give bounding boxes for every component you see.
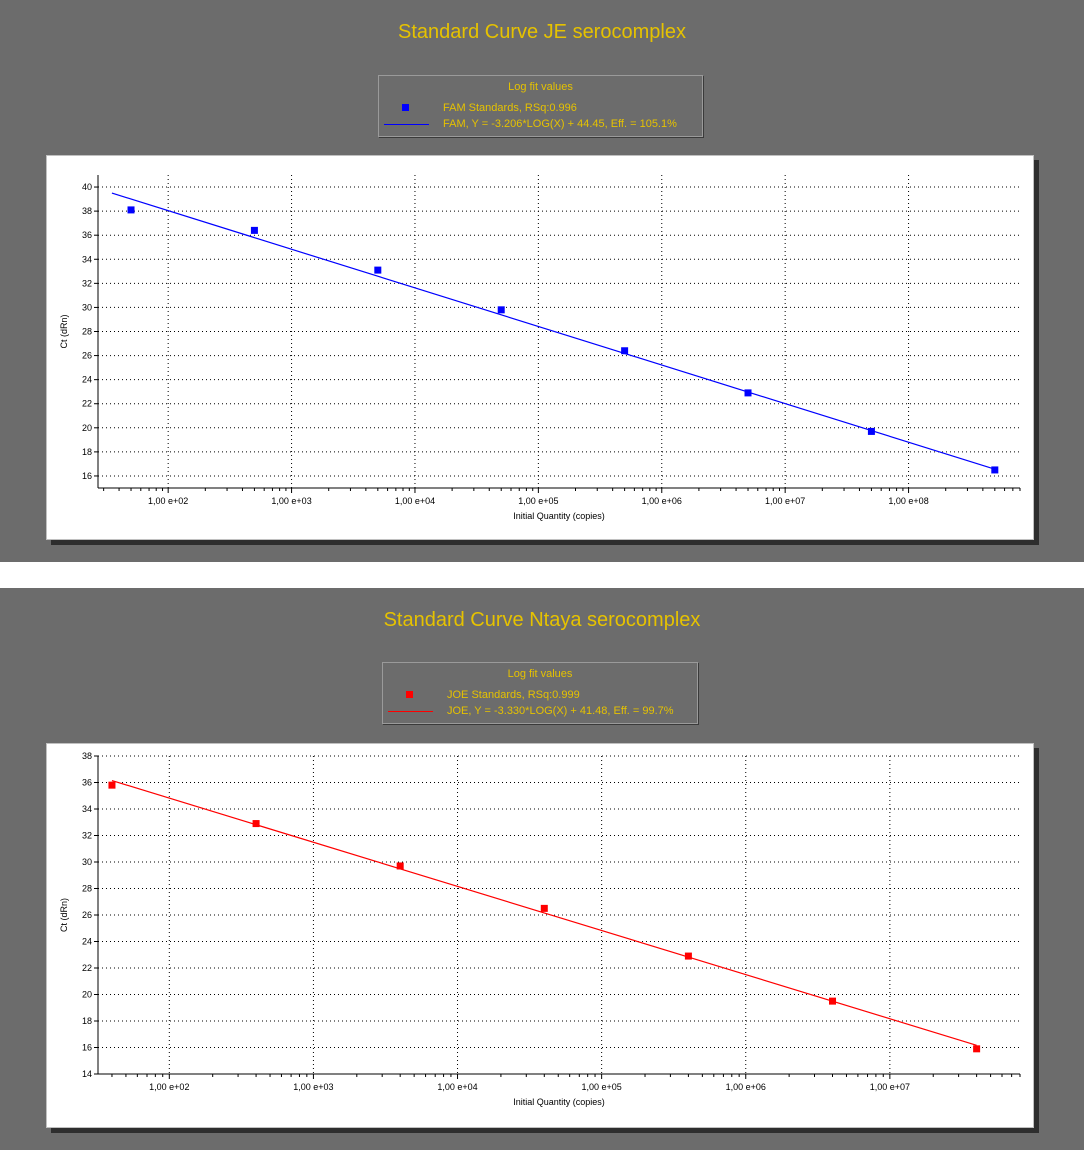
legend-item-fit: FAM, Y = -3.206*LOG(X) + 44.45, Eff. = 1… (379, 118, 702, 132)
plot-area: 16 18 20 22 24 26 28 30 32 34 36 38 40 1,00 e+02 1,00 … (46, 155, 1034, 540)
x-tick-label: 1,00 e+07 (765, 496, 805, 506)
square-marker-icon (402, 104, 409, 111)
y-tick-label: 14 (82, 1069, 92, 1079)
y-tick-label: 26 (82, 910, 92, 920)
y-tick-label: 34 (82, 254, 92, 264)
data-point (744, 389, 752, 397)
data-point (127, 206, 135, 214)
legend: Log fit values FAM Standards, RSq:0.996 … (378, 75, 703, 137)
x-tick-label: 1,00 e+06 (642, 496, 682, 506)
y-tick-label: 36 (82, 230, 92, 240)
y-tick-label: 20 (82, 990, 92, 1000)
y-tick-label: 24 (82, 375, 92, 385)
x-tick-label: 1,00 e+03 (293, 1082, 333, 1092)
square-marker-icon (406, 691, 413, 698)
y-tick-label: 20 (82, 423, 92, 433)
y-tick-label: 38 (82, 206, 92, 216)
y-tick-label: 16 (82, 471, 92, 481)
x-tick-label: 1,00 e+04 (395, 496, 435, 506)
chart-title: Standard Curve Ntaya serocomplex (383, 609, 701, 631)
plot-area: 14 16 18 20 22 24 26 28 30 32 34 36 38 1,00 e+02 1,00 … (46, 743, 1034, 1128)
legend-title: Log fit values (507, 668, 573, 680)
x-tick-label: 1,00 e+07 (870, 1082, 910, 1092)
fit-line-icon (384, 124, 429, 125)
chart-svg: 14 16 18 20 22 24 26 28 30 32 34 36 38 1,00 e+02 1,00 … (59, 751, 1021, 1107)
chart-svg: 16 18 20 22 24 26 28 30 32 34 36 38 40 1,00 e+02 1,00 … (59, 175, 1021, 521)
x-tick-label: 1,00 e+06 (726, 1082, 766, 1092)
y-tick-label: 18 (82, 1016, 92, 1026)
x-tick-label: 1,00 e+08 (888, 496, 928, 506)
y-tick-label: 28 (82, 327, 92, 337)
y-axis-label: Ct (dRn) (59, 898, 69, 932)
x-tick-label: 1,00 e+02 (149, 1082, 189, 1092)
y-tick-label: 32 (82, 278, 92, 288)
x-tick-label: 1,00 e+04 (437, 1082, 477, 1092)
legend-item-fit: JOE, Y = -3.330*LOG(X) + 41.48, Eff. = 9… (383, 705, 697, 719)
y-tick-label: 16 (82, 1043, 92, 1053)
y-tick-label: 40 (82, 182, 92, 192)
data-point (540, 904, 548, 912)
legend: Log fit values JOE Standards, RSq:0.999 … (382, 662, 698, 724)
legend-item-standards: JOE Standards, RSq:0.999 (383, 689, 697, 703)
legend-item-standards: FAM Standards, RSq:0.996 (379, 102, 702, 116)
fit-line (111, 780, 977, 1046)
y-tick-label: 32 (82, 831, 92, 841)
data-point (250, 226, 258, 234)
data-point (108, 781, 116, 789)
y-tick-label: 30 (82, 857, 92, 867)
data-point (497, 306, 505, 314)
y-tick-label: 22 (82, 963, 92, 973)
data-point (374, 266, 382, 274)
y-tick-label: 38 (82, 751, 92, 761)
fit-line (111, 192, 995, 470)
x-axis-label: Initial Quantity (copies) (513, 1097, 605, 1107)
chart-panel-ntaya: Standard Curve Ntaya serocomplex Log fit… (0, 588, 1084, 1150)
x-tick-label: 1,00 e+05 (518, 496, 558, 506)
x-tick-label: 1,00 e+05 (581, 1082, 621, 1092)
y-tick-label: 24 (82, 937, 92, 947)
x-tick-label: 1,00 e+02 (148, 496, 188, 506)
data-point (396, 862, 404, 870)
fit-line-icon (388, 711, 433, 712)
y-tick-label: 30 (82, 302, 92, 312)
data-point (867, 427, 875, 435)
y-tick-label: 36 (82, 778, 92, 788)
chart-title: Standard Curve JE serocomplex (398, 21, 686, 43)
data-point (829, 997, 837, 1005)
data-point (621, 347, 629, 355)
x-tick-label: 1,00 e+03 (271, 496, 311, 506)
data-point (684, 952, 692, 960)
y-tick-label: 34 (82, 804, 92, 814)
chart-panel-je: Standard Curve JE serocomplex Log fit va… (0, 0, 1084, 562)
data-point (252, 820, 260, 828)
y-tick-label: 22 (82, 399, 92, 409)
x-axis-label: Initial Quantity (copies) (513, 511, 605, 521)
y-tick-label: 18 (82, 447, 92, 457)
data-point (991, 466, 999, 474)
y-tick-label: 26 (82, 351, 92, 361)
y-axis-label: Ct (dRn) (59, 314, 69, 348)
data-point (973, 1045, 981, 1053)
y-tick-label: 28 (82, 884, 92, 894)
legend-title: Log fit values (508, 81, 573, 93)
